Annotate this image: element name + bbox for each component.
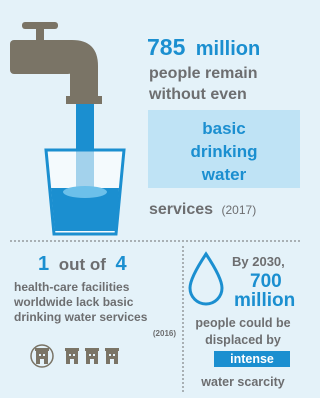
headline: 785 million: [147, 34, 260, 60]
year: (2017): [222, 203, 257, 217]
headline-unit: million: [196, 38, 260, 60]
text-line: without even: [148, 86, 247, 103]
headline-number: 785: [147, 34, 186, 60]
highlight-text: intense: [230, 352, 274, 366]
ratio-count: 1: [38, 253, 49, 275]
text-line: worldwide lack basic: [13, 295, 134, 309]
highlight-text: drinking: [190, 142, 257, 161]
ratio-connector: out of: [59, 255, 107, 274]
text-line: services: [149, 201, 213, 218]
text-line: drinking water services: [14, 310, 148, 324]
year: By 2030,: [232, 254, 285, 269]
year: (2016): [153, 329, 176, 338]
projection-number: 700: [250, 271, 282, 292]
page: {"top": {"number": "785", "unit": "milli…: [0, 0, 307, 398]
infographic: 785 million people remain without even b…: [0, 0, 307, 398]
text-line: water scarcity: [200, 375, 284, 389]
text-line: health-care facilities: [14, 280, 130, 294]
text-line: people remain: [149, 65, 257, 82]
text-line: displaced by: [205, 333, 281, 347]
text-line: people could be: [195, 316, 290, 330]
services-line: services (2017): [149, 201, 256, 218]
glass-icon: [46, 150, 124, 234]
highlight-text: water: [201, 165, 247, 184]
highlight-text: basic: [202, 119, 245, 138]
projection-unit: million: [234, 290, 295, 311]
ratio-total: 4: [115, 253, 127, 275]
